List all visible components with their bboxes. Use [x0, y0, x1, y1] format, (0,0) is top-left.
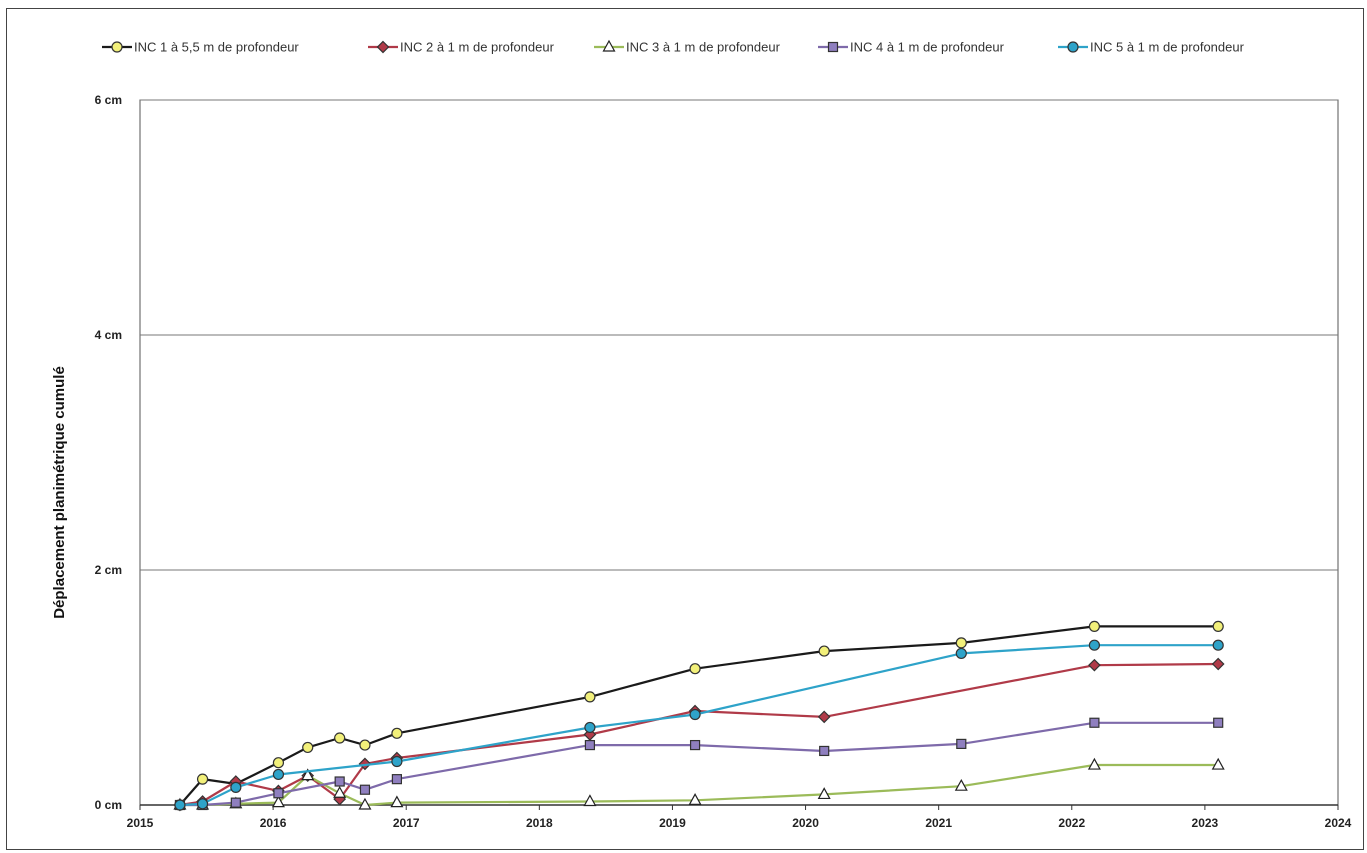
series-point-inc-4-a-1-m-de-profondeur	[820, 746, 829, 755]
series-point-inc-5-a-1-m-de-profondeur	[273, 769, 283, 779]
series-point-inc-4-a-1-m-de-profondeur	[829, 43, 838, 52]
plot-area	[140, 100, 1338, 805]
legend-label: INC 1 à 5,5 m de profondeur	[134, 40, 299, 55]
series-point-inc-5-a-1-m-de-profondeur	[1213, 640, 1223, 650]
legend-item-inc-2-a-1-m-de-profondeur: INC 2 à 1 m de profondeur	[368, 40, 555, 55]
series-point-inc-1-a-5-5-m-de-profondeur	[335, 733, 345, 743]
series-point-inc-1-a-5-5-m-de-profondeur	[112, 42, 122, 52]
x-tick-label: 2017	[393, 816, 420, 830]
x-tick-label: 2021	[925, 816, 952, 830]
series-point-inc-4-a-1-m-de-profondeur	[1214, 718, 1223, 727]
series-point-inc-1-a-5-5-m-de-profondeur	[273, 758, 283, 768]
y-tick-label: 0 cm	[95, 798, 122, 812]
series-point-inc-4-a-1-m-de-profondeur	[691, 741, 700, 750]
series-point-inc-2-a-1-m-de-profondeur	[378, 42, 389, 53]
series-point-inc-5-a-1-m-de-profondeur	[231, 782, 241, 792]
x-tick-label: 2022	[1058, 816, 1085, 830]
series-point-inc-4-a-1-m-de-profondeur	[585, 741, 594, 750]
series-point-inc-5-a-1-m-de-profondeur	[1068, 42, 1078, 52]
legend-item-inc-5-a-1-m-de-profondeur: INC 5 à 1 m de profondeur	[1058, 40, 1245, 55]
series-point-inc-1-a-5-5-m-de-profondeur	[1213, 621, 1223, 631]
series-point-inc-4-a-1-m-de-profondeur	[360, 785, 369, 794]
legend: INC 1 à 5,5 m de profondeur INC 2 à 1 m d…	[102, 40, 1245, 55]
legend-label: INC 3 à 1 m de profondeur	[626, 40, 781, 55]
x-tick-label: 2019	[659, 816, 686, 830]
series-point-inc-1-a-5-5-m-de-profondeur	[585, 692, 595, 702]
series-point-inc-5-a-1-m-de-profondeur	[198, 799, 208, 809]
y-axis-label: Déplacement planimétrique cumulé	[51, 366, 68, 619]
legend-label: INC 5 à 1 m de profondeur	[1090, 40, 1245, 55]
series-point-inc-1-a-5-5-m-de-profondeur	[690, 664, 700, 674]
series-point-inc-4-a-1-m-de-profondeur	[957, 739, 966, 748]
y-tick-label: 2 cm	[95, 563, 122, 577]
series-point-inc-4-a-1-m-de-profondeur	[1090, 718, 1099, 727]
series-point-inc-1-a-5-5-m-de-profondeur	[819, 646, 829, 656]
series-point-inc-1-a-5-5-m-de-profondeur	[198, 774, 208, 784]
x-tick-label: 2016	[260, 816, 287, 830]
series-point-inc-1-a-5-5-m-de-profondeur	[392, 728, 402, 738]
x-tick-label: 2015	[127, 816, 154, 830]
series-point-inc-5-a-1-m-de-profondeur	[956, 648, 966, 658]
legend-item-inc-4-a-1-m-de-profondeur: INC 4 à 1 m de profondeur	[818, 40, 1005, 55]
x-tick-label: 2018	[526, 816, 553, 830]
legend-item-inc-1-a-5-5-m-de-profondeur: INC 1 à 5,5 m de profondeur	[102, 40, 299, 55]
x-tick-label: 2020	[792, 816, 819, 830]
legend-item-inc-3-a-1-m-de-profondeur: INC 3 à 1 m de profondeur	[594, 40, 781, 55]
series-point-inc-5-a-1-m-de-profondeur	[392, 757, 402, 767]
series-point-inc-5-a-1-m-de-profondeur	[690, 710, 700, 720]
x-axis-ticks: 2015 2016 2017 2018 2019 2020 2021 2022 2023 2024	[127, 805, 1352, 830]
legend-label: INC 2 à 1 m de profondeur	[400, 40, 555, 55]
series-point-inc-1-a-5-5-m-de-profondeur	[956, 638, 966, 648]
series-point-inc-1-a-5-5-m-de-profondeur	[1089, 621, 1099, 631]
series-point-inc-4-a-1-m-de-profondeur	[231, 798, 240, 807]
series-point-inc-5-a-1-m-de-profondeur	[585, 722, 595, 732]
series-point-inc-4-a-1-m-de-profondeur	[274, 789, 283, 798]
x-tick-label: 2023	[1192, 816, 1219, 830]
legend-label: INC 4 à 1 m de profondeur	[850, 40, 1005, 55]
x-tick-label: 2024	[1325, 816, 1352, 830]
series-point-inc-1-a-5-5-m-de-profondeur	[303, 742, 313, 752]
series-point-inc-1-a-5-5-m-de-profondeur	[360, 740, 370, 750]
y-tick-label: 4 cm	[95, 328, 122, 342]
y-tick-label: 6 cm	[95, 93, 122, 107]
series-point-inc-4-a-1-m-de-profondeur	[392, 775, 401, 784]
series-point-inc-5-a-1-m-de-profondeur	[175, 800, 185, 810]
series-point-inc-4-a-1-m-de-profondeur	[335, 777, 344, 786]
series-point-inc-5-a-1-m-de-profondeur	[1089, 640, 1099, 650]
y-axis-ticks: 0 cm 2 cm 4 cm 6 cm	[95, 93, 122, 812]
